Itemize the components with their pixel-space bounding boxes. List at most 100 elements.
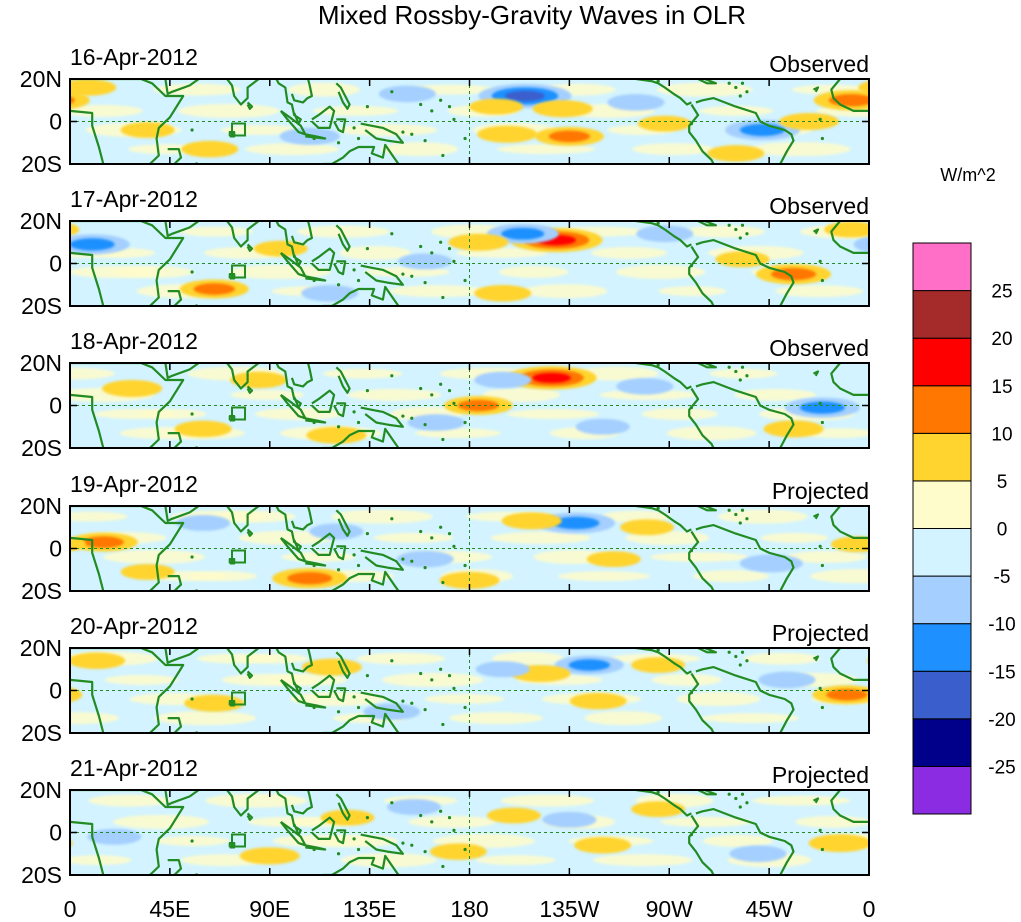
island	[365, 532, 370, 536]
anomaly-contours	[70, 79, 869, 162]
coastline	[164, 363, 200, 379]
panel-type-label: Projected	[772, 620, 869, 646]
coastline	[688, 672, 715, 733]
weak-anomaly-band	[557, 571, 650, 582]
y-tick-label: 0	[49, 251, 62, 277]
island	[312, 420, 316, 425]
coastline	[635, 506, 692, 533]
island	[745, 659, 749, 663]
anomaly-positive-contour	[532, 100, 593, 118]
x-tick-label: 45W	[745, 896, 793, 922]
anomaly-positive-contour	[239, 847, 300, 865]
anomaly-negative-contour	[799, 401, 845, 414]
island	[727, 223, 731, 227]
island	[447, 105, 452, 109]
x-tick-label: 90W	[646, 896, 694, 922]
anomaly-positive-contour	[301, 658, 362, 676]
island	[430, 251, 434, 255]
panel-3: 20N 0 20S 18-Apr-2012 Observed	[20, 328, 870, 461]
coastline	[216, 79, 260, 106]
anomaly-negative-contour	[363, 703, 421, 720]
anomaly-negative-contour	[407, 414, 465, 431]
island	[734, 85, 738, 90]
island	[656, 221, 660, 225]
anomaly-positive-contour	[184, 694, 245, 712]
anomaly-contours	[70, 512, 869, 589]
island	[452, 259, 456, 263]
maldives-box	[231, 549, 247, 564]
island	[312, 278, 316, 283]
island	[727, 792, 731, 796]
island	[738, 94, 742, 98]
island	[689, 406, 694, 410]
anomaly-positive-contour	[82, 536, 124, 548]
coastline	[167, 290, 183, 306]
background-bands	[70, 82, 869, 157]
coastline	[311, 247, 336, 271]
coastline	[246, 101, 254, 110]
island	[190, 697, 194, 701]
anomaly-positive-contour	[448, 233, 509, 251]
island	[439, 98, 443, 102]
island	[439, 240, 443, 244]
weak-anomaly-band	[196, 653, 277, 664]
island	[401, 272, 405, 276]
coastline	[311, 105, 336, 130]
weak-anomaly-band	[683, 225, 766, 238]
coastline	[290, 363, 313, 388]
coastline	[70, 536, 105, 591]
y-tick-label: 20S	[21, 151, 62, 177]
anomaly-positive-contour	[120, 122, 175, 138]
island	[820, 278, 824, 283]
coastline	[164, 221, 200, 237]
weak-anomaly-band	[709, 368, 778, 379]
anomaly-negative-contour	[70, 238, 115, 251]
island	[820, 563, 824, 568]
island	[430, 536, 434, 540]
island	[401, 557, 405, 561]
island	[410, 132, 414, 136]
weak-anomaly-band	[245, 143, 340, 156]
coastline	[360, 833, 404, 855]
island	[190, 270, 194, 274]
colorbar-tick-label: -5	[994, 567, 1011, 588]
coastline	[335, 224, 351, 252]
coastline	[695, 665, 795, 733]
colorbar-tick-label: 25	[991, 282, 1012, 303]
weak-anomaly-band	[590, 246, 667, 259]
island	[745, 517, 749, 521]
weak-anomaly-band	[506, 409, 599, 419]
y-tick-label: 20S	[21, 578, 62, 604]
coastline	[333, 402, 347, 418]
coastline	[164, 506, 200, 523]
weak-anomaly-band	[656, 82, 753, 97]
coastline	[167, 574, 183, 591]
island	[740, 792, 745, 796]
island	[423, 566, 427, 570]
background-bands	[70, 224, 869, 299]
coastline	[688, 103, 715, 164]
anomaly-negative-contour	[729, 845, 787, 862]
coastline	[311, 674, 336, 699]
island	[419, 102, 423, 107]
y-tick-label: 20S	[21, 862, 62, 888]
coastline	[246, 243, 254, 252]
weak-anomaly-band	[692, 570, 769, 583]
colorbar-swatch	[912, 385, 972, 434]
coastline	[70, 363, 185, 448]
weak-anomaly-band	[357, 652, 446, 665]
island	[745, 232, 749, 236]
coastline	[336, 495, 341, 501]
island	[401, 414, 405, 418]
coastline	[333, 260, 347, 276]
weak-anomaly-band	[641, 408, 718, 420]
y-tick-label: 0	[49, 109, 62, 135]
island	[727, 81, 731, 85]
island	[352, 410, 356, 414]
island	[689, 264, 694, 268]
island	[356, 420, 361, 425]
x-tick-label: 45E	[149, 896, 190, 922]
weak-anomaly-band	[748, 142, 851, 157]
island	[410, 559, 414, 563]
island	[336, 425, 341, 429]
